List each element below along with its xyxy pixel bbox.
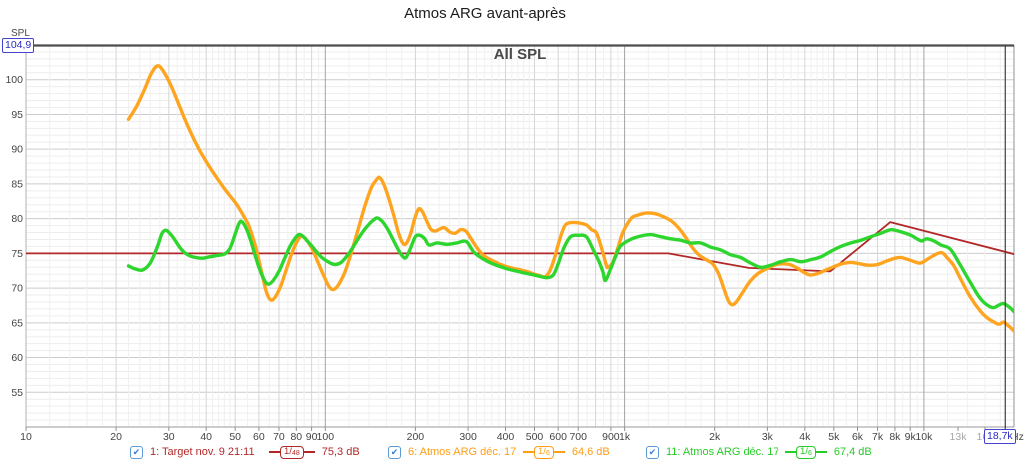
x-tick-label: 50 <box>229 431 241 443</box>
x-tick-label: 80 <box>290 431 302 443</box>
legend-cursor-value-2: 64,6 dB <box>571 446 610 458</box>
legend-item-2[interactable]: ✔ 6: Atmos ARG déc. 17 1/6 64,6 dB <box>388 444 610 460</box>
trace-line-segment <box>523 451 534 453</box>
x-tick-label: 200 <box>407 431 425 443</box>
legend-item-3[interactable]: ✔ 11: Atmos ARG déc. 17 1/6 67,4 dB <box>646 444 872 460</box>
y-tick-label: 55 <box>11 387 23 399</box>
x-tick-label: 9k <box>905 431 917 443</box>
x-tick-label: 300 <box>459 431 477 443</box>
smoothing-icon-3: 1/6 <box>785 445 827 459</box>
plot-title: All SPL <box>493 46 547 63</box>
x-tick-label: 10k <box>915 431 933 443</box>
x-tick-label: 1k <box>619 431 631 443</box>
x-tick-label: 60 <box>253 431 265 443</box>
y-axis-name: SPL <box>11 28 30 39</box>
x-tick-label: 600 <box>549 431 567 443</box>
y-tick-label: 80 <box>11 213 23 225</box>
x-tick-label: 40 <box>200 431 212 443</box>
trace-line-segment <box>785 451 796 453</box>
y-tick-label: 75 <box>11 248 23 260</box>
x-tick-label: 70 <box>273 431 285 443</box>
x-tick-label: 500 <box>526 431 544 443</box>
x-tick-label: 20 <box>110 431 122 443</box>
x-tick-label: 8k <box>889 431 901 443</box>
freq-cursor-readout: 18,7k <box>984 429 1016 444</box>
x-tick-label: 10 <box>20 431 32 443</box>
trace-line-segment <box>269 451 280 453</box>
smoothing-icon-2: 1/6 <box>523 445 565 459</box>
x-tick-label: 3k <box>762 431 774 443</box>
x-tick-label: 900 <box>602 431 620 443</box>
x-tick-label: 4k <box>799 431 811 443</box>
trace-line-segment <box>553 451 565 453</box>
legend-label-1[interactable]: 1: Target nov. 9 21:11 <box>150 446 255 458</box>
legend-cursor-value-1: 75,3 dB <box>321 446 360 458</box>
page-title: Atmos ARG avant-après <box>404 5 566 22</box>
y-tick-label: 60 <box>11 352 23 364</box>
y-tick-label: 100 <box>5 74 23 86</box>
trace-line-segment <box>815 451 827 453</box>
legend-label-2[interactable]: 6: Atmos ARG déc. 17 <box>408 446 516 458</box>
x-tick-label: 700 <box>569 431 587 443</box>
legend-checkbox-3[interactable]: ✔ <box>646 445 659 459</box>
y-tick-label: 65 <box>11 317 23 329</box>
y-tick-label: 85 <box>11 178 23 190</box>
legend-cursor-value-3: 67,4 dB <box>833 446 872 458</box>
x-tick-label: 5k <box>828 431 840 443</box>
legend-item-1[interactable]: ✔ 1: Target nov. 9 21:11 1/48 75,3 dB <box>130 444 360 460</box>
spl-cursor-readout: 104,9 <box>2 38 35 53</box>
smoothing-icon-1: 1/48 <box>269 445 315 459</box>
smoothing-fraction: 1/6 <box>534 445 554 459</box>
x-tick-label: 7k <box>872 431 884 443</box>
smoothing-fraction: 1/48 <box>280 445 304 459</box>
x-tick-label: 6k <box>852 431 864 443</box>
legend-bar: ✔ 1: Target nov. 9 21:11 1/48 75,3 dB ✔ 6: At… <box>0 444 1024 461</box>
x-tick-label: 400 <box>497 431 515 443</box>
x-tick-label: 90 <box>306 431 318 443</box>
legend-checkbox-1[interactable]: ✔ <box>130 445 143 459</box>
x-tick-label: 2k <box>709 431 721 443</box>
x-tick-label: 100 <box>317 431 335 443</box>
y-tick-label: 90 <box>11 144 23 156</box>
trace-after <box>126 216 1014 314</box>
x-tick-label: 30 <box>163 431 175 443</box>
x-tick-label: 13k <box>950 431 968 443</box>
trace-before <box>126 64 1014 333</box>
trace-line-segment <box>303 451 315 453</box>
legend-checkbox-2[interactable]: ✔ <box>388 445 401 459</box>
y-tick-label: 70 <box>11 283 23 295</box>
y-tick-label: 95 <box>11 109 23 121</box>
smoothing-fraction: 1/6 <box>796 445 816 459</box>
legend-label-3[interactable]: 11: Atmos ARG déc. 17 <box>666 446 778 458</box>
